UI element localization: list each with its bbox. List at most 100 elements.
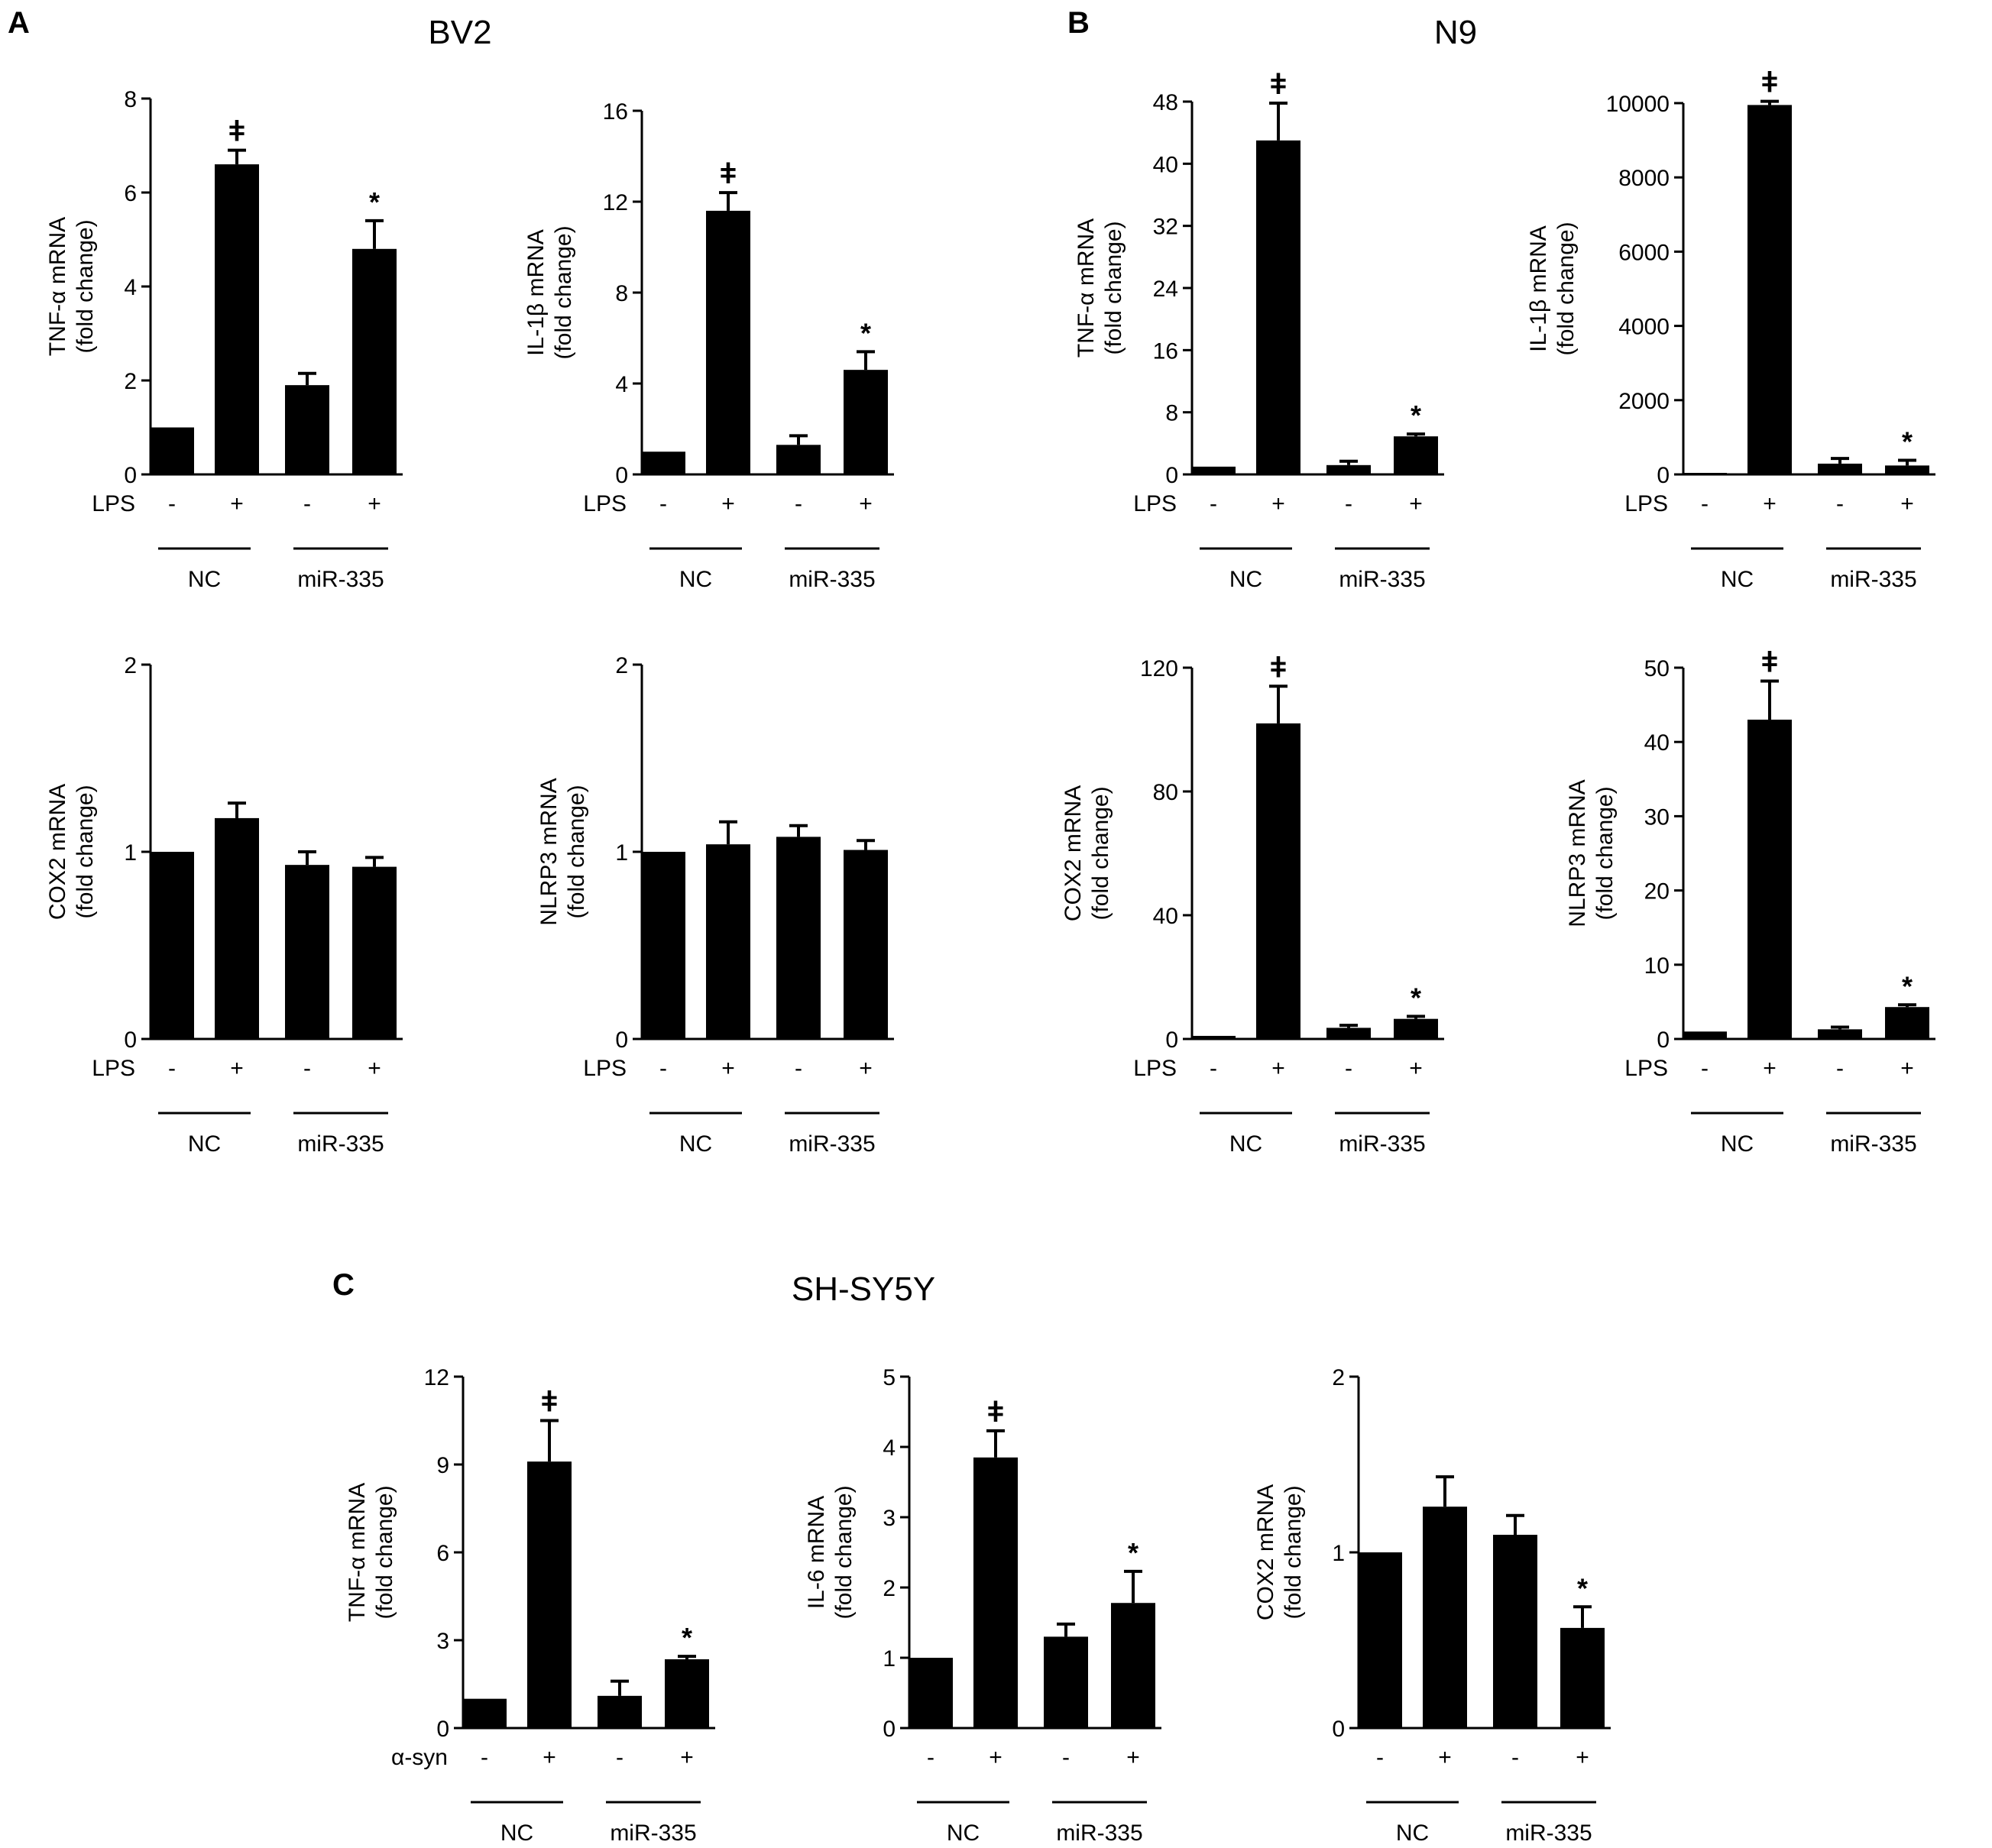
chart-a3-category-label: - <box>168 1056 176 1081</box>
chart-c3-ylabel: COX2 mRNA (fold change) <box>1253 1484 1306 1620</box>
chart-b4-ytick-label: 20 <box>1644 879 1670 905</box>
chart-c2-category-label: + <box>989 1745 1002 1770</box>
chart-b1-category-label: + <box>1409 491 1423 516</box>
chart-a1-significance-mark: * <box>369 186 380 218</box>
chart-a2-bar <box>776 445 821 474</box>
chart-a4-category-label: + <box>721 1056 735 1081</box>
chart-b1-ylabel-line: TNF-α mRNA <box>1074 218 1099 358</box>
chart-a1-ytick-label: 4 <box>124 275 137 300</box>
chart-c2-ylabel: IL-6 mRNA (fold change) <box>804 1485 857 1619</box>
chart-c3-group-label: miR-335 <box>1505 1820 1592 1846</box>
chart-b4-ytick-label: 40 <box>1644 730 1670 756</box>
chart-a1-category-label: - <box>303 491 311 516</box>
chart-c2-ytick-label: 0 <box>883 1717 896 1742</box>
chart-b3-category-label: + <box>1271 1056 1285 1081</box>
chart-a4-group-label: miR-335 <box>789 1131 875 1157</box>
chart-c2-ytick-label: 1 <box>883 1646 896 1672</box>
chart-c2-bar <box>1111 1603 1155 1728</box>
chart-a2-bar <box>641 451 685 474</box>
chart-b3-category-label: + <box>1409 1056 1423 1081</box>
chart-c2-ytick-label: 4 <box>883 1435 896 1461</box>
chart-b2-category-label: + <box>1763 491 1777 516</box>
chart-a1-ylabel-line: (fold change) <box>73 219 98 353</box>
chart-c3-bar <box>1560 1627 1605 1728</box>
chart-c3-ylabel-line: COX2 mRNA <box>1253 1484 1278 1620</box>
chart-c1-bar <box>598 1695 642 1728</box>
chart-c2-ytick-label: 2 <box>883 1576 896 1601</box>
chart-a4-category-label: + <box>859 1056 873 1081</box>
chart-c1-category-label: + <box>680 1745 694 1770</box>
chart-a3-category-label: + <box>368 1056 381 1081</box>
chart-a2-group-label: NC <box>679 567 712 592</box>
chart-c2-group-label: NC <box>947 1820 980 1846</box>
chart-b4-bar <box>1818 1029 1862 1039</box>
chart-c1-category-label: - <box>616 1745 624 1770</box>
chart-a4-group-label: NC <box>679 1131 712 1157</box>
chart-b4-category-label: + <box>1900 1056 1914 1081</box>
chart-b1-significance-mark: * <box>1411 400 1421 431</box>
chart-a3-group-label: NC <box>188 1131 221 1157</box>
chart-b1-group-label: miR-335 <box>1339 567 1425 592</box>
chart-b2-ytick-label: 0 <box>1657 463 1670 488</box>
chart-c2-ylabel-line: IL-6 mRNA <box>804 1496 829 1609</box>
chart-b2-bar <box>1885 465 1929 474</box>
chart-c3-ylabel-line: (fold change) <box>1281 1485 1306 1619</box>
chart-a2-group-label: miR-335 <box>789 567 875 592</box>
chart-b3-bar <box>1191 1035 1236 1039</box>
chart-a3-ylabel-line: COX2 mRNA <box>45 784 70 920</box>
chart-b4-category-label: - <box>1836 1056 1844 1081</box>
chart-a3-bar <box>285 865 329 1039</box>
chart-a2-bar <box>844 370 888 474</box>
chart-a2-ytick-label: 16 <box>603 99 628 125</box>
chart-a2-ylabel: IL-1β mRNA (fold change) <box>523 225 576 359</box>
chart-a1-ytick-label: 6 <box>124 181 137 206</box>
chart-a3-ytick-label: 0 <box>124 1028 137 1053</box>
chart-a2-ytick-label: 4 <box>615 372 628 397</box>
chart-a1-treatment-label: LPS <box>92 491 135 516</box>
chart-b4-bar <box>1747 720 1792 1039</box>
chart-b3-significance-mark: ǂ <box>1270 652 1287 684</box>
chart-c2-ytick-label: 5 <box>883 1365 896 1390</box>
chart-c1-ylabel-line: (fold change) <box>372 1485 397 1619</box>
chart-b4-significance-mark: ǂ <box>1761 646 1778 678</box>
chart-a1-group-label: miR-335 <box>297 567 384 592</box>
chart-a3-ytick-label: 1 <box>124 840 137 866</box>
chart-b1-category-label: + <box>1271 491 1285 516</box>
chart-a4-bar <box>706 844 750 1039</box>
chart-c1-bar <box>462 1698 507 1728</box>
chart-a3-treatment-label: LPS <box>92 1056 135 1081</box>
chart-a2-ytick-label: 12 <box>603 190 628 215</box>
chart-b2-ytick-label: 4000 <box>1618 315 1670 340</box>
chart-a3-ytick-label: 2 <box>124 653 137 678</box>
chart-b3-category-label: - <box>1210 1056 1217 1081</box>
chart-a2-category-label: - <box>659 491 667 516</box>
chart-a2-significance-mark: ǂ <box>720 158 737 190</box>
chart-b3-ytick-label: 80 <box>1153 780 1178 805</box>
chart-b1-ytick-label: 32 <box>1153 215 1178 240</box>
chart-a1-bar <box>150 427 194 474</box>
chart-a2-bar <box>706 210 750 474</box>
chart-c3-ytick-label: 0 <box>1332 1717 1345 1742</box>
chart-b4-ylabel-line: (fold change) <box>1592 786 1618 920</box>
chart-a3-category-label: - <box>303 1056 311 1081</box>
panel-title-n9: N9 <box>1433 14 1478 51</box>
chart-b4-ylabel: NLRP3 mRNA (fold change) <box>1565 779 1618 927</box>
chart-c2-ylabel-line: (fold change) <box>831 1485 857 1619</box>
chart-a2-category-label: + <box>859 491 873 516</box>
panel-letter-c: C <box>332 1268 355 1302</box>
chart-c2-category-label: - <box>1062 1745 1070 1770</box>
chart-a2-ytick-label: 8 <box>615 281 628 306</box>
chart-b2-ylabel-line: (fold change) <box>1553 222 1579 355</box>
chart-b2-category-label: + <box>1900 491 1914 516</box>
chart-c3-bar <box>1423 1507 1467 1728</box>
chart-a2-treatment-label: LPS <box>583 491 627 516</box>
chart-b2-bar <box>1747 105 1792 474</box>
chart-b4-bar <box>1885 1007 1929 1039</box>
chart-b2-bar <box>1818 463 1862 474</box>
chart-b3-ylabel-line: (fold change) <box>1088 786 1113 920</box>
chart-c2-category-label: - <box>927 1745 934 1770</box>
chart-a2-ytick-label: 0 <box>615 463 628 488</box>
chart-b3-treatment-label: LPS <box>1133 1056 1177 1081</box>
chart-a4-bar <box>641 852 685 1039</box>
chart-c3-category-label: + <box>1576 1745 1589 1770</box>
